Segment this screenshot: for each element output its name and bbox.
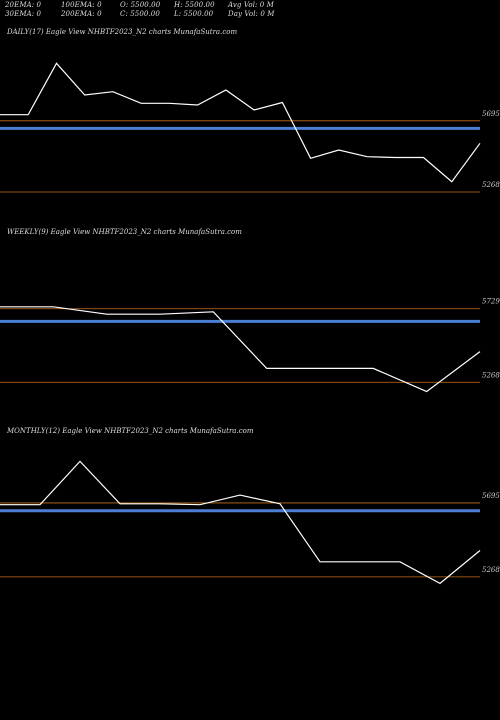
header-ema100: 100EMA: 0	[61, 1, 102, 9]
weekly-panel-title: WEEKLY(9) Eagle View NHBTF2023_N2 charts…	[7, 228, 242, 236]
weekly-level-label-1: 5268	[482, 371, 500, 379]
daily-panel-title: DAILY(17) Eagle View NHBTF2023_N2 charts…	[7, 28, 238, 36]
header-close: C: 5500.00	[120, 10, 160, 18]
monthly-level-label-1: 5268	[482, 566, 500, 574]
header-low: L: 5500.00	[174, 10, 214, 18]
header-avgvol: Avg Vol: 0 M	[228, 1, 274, 9]
daily-level-label-0: 5695	[482, 110, 500, 118]
weekly-price-line	[0, 306, 481, 393]
header-open: O: 5500.00	[120, 1, 161, 9]
header-ema200: 200EMA: 0	[61, 10, 102, 18]
weekly-level-label-0: 5729	[482, 298, 500, 306]
monthly-level-label-0: 5695	[482, 492, 500, 500]
header-dayvol: Day Vol: 0 M	[228, 10, 275, 18]
header-high: H: 5500.00	[174, 1, 215, 9]
monthly-price-line	[0, 460, 481, 585]
header-ema20: 20EMA: 0	[5, 1, 42, 9]
daily-level-label-1: 5268	[482, 181, 500, 189]
daily-price-line	[0, 62, 481, 183]
header-ema30: 30EMA: 0	[5, 10, 42, 18]
monthly-panel-title: MONTHLY(12) Eagle View NHBTF2023_N2 char…	[7, 427, 254, 435]
